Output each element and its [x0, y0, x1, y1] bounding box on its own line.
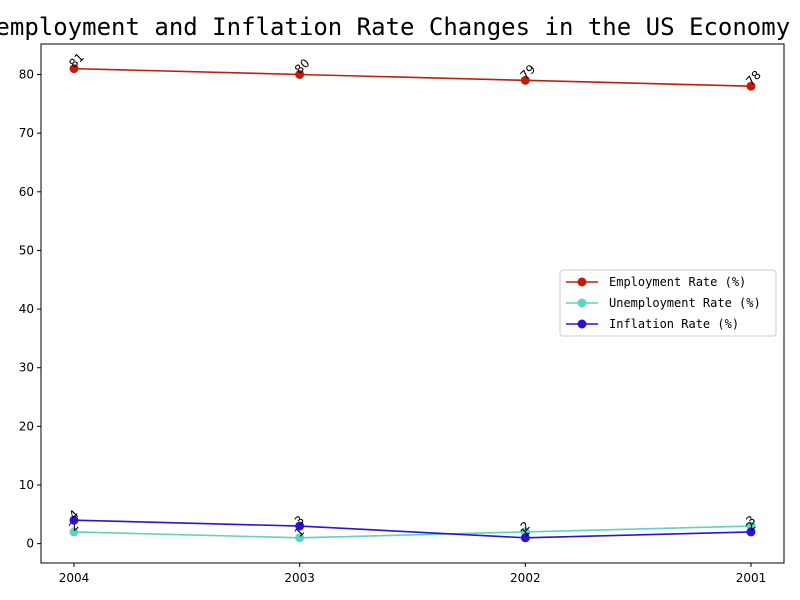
y-tick-label: 20: [19, 419, 34, 433]
data-label: 80: [292, 56, 313, 77]
series-0: 81 80 79 78: [66, 50, 764, 91]
legend-box: [559, 269, 777, 337]
legend: Employment Rate (%) Unemployment Rate (%)…: [559, 269, 777, 337]
data-point: [746, 527, 756, 537]
y-tick-label: 60: [19, 185, 34, 199]
legend-marker: [577, 319, 587, 329]
y-tick-label: 10: [19, 478, 34, 492]
y-tick-label: 80: [19, 67, 34, 81]
legend-label: Unemployment Rate (%): [609, 296, 761, 310]
data-label: 78: [743, 68, 764, 89]
data-point: [295, 521, 305, 531]
y-tick-label: 0: [26, 537, 34, 551]
series-line: [73, 525, 752, 539]
data-label: 81: [66, 50, 87, 71]
series-line: [73, 519, 752, 539]
series-2: 4 31 2: [66, 507, 759, 543]
data-point: [69, 527, 79, 537]
x-tick-label: 2001: [736, 571, 767, 585]
data-label: 79: [518, 62, 539, 83]
series-line: [73, 67, 752, 88]
y-tick-label: 40: [19, 302, 34, 316]
x-axis: 2004 2003 2002 2001: [59, 563, 767, 585]
x-tick-label: 2003: [284, 571, 315, 585]
legend-marker: [577, 277, 587, 287]
data-point: [520, 75, 530, 85]
data-point: [520, 533, 530, 543]
y-tick-label: 50: [19, 243, 34, 257]
plot-area: [40, 43, 785, 564]
legend-label: Inflation Rate (%): [609, 317, 739, 331]
y-tick-label: 30: [19, 361, 34, 375]
legend-label: Employment Rate (%): [609, 275, 746, 289]
data-point: [746, 81, 756, 91]
data-point: [295, 533, 305, 543]
data-point: [69, 64, 79, 74]
y-tick-label: 70: [19, 126, 34, 140]
chart-title: Employment, Unemployment and Inflation R…: [0, 13, 800, 41]
data-point: [69, 515, 79, 525]
x-tick-label: 2004: [59, 571, 90, 585]
y-axis: 0 10 20 30 40 50 60 70 80: [19, 67, 41, 551]
x-tick-label: 2002: [510, 571, 541, 585]
legend-marker: [577, 298, 587, 308]
data-point: [295, 69, 305, 79]
